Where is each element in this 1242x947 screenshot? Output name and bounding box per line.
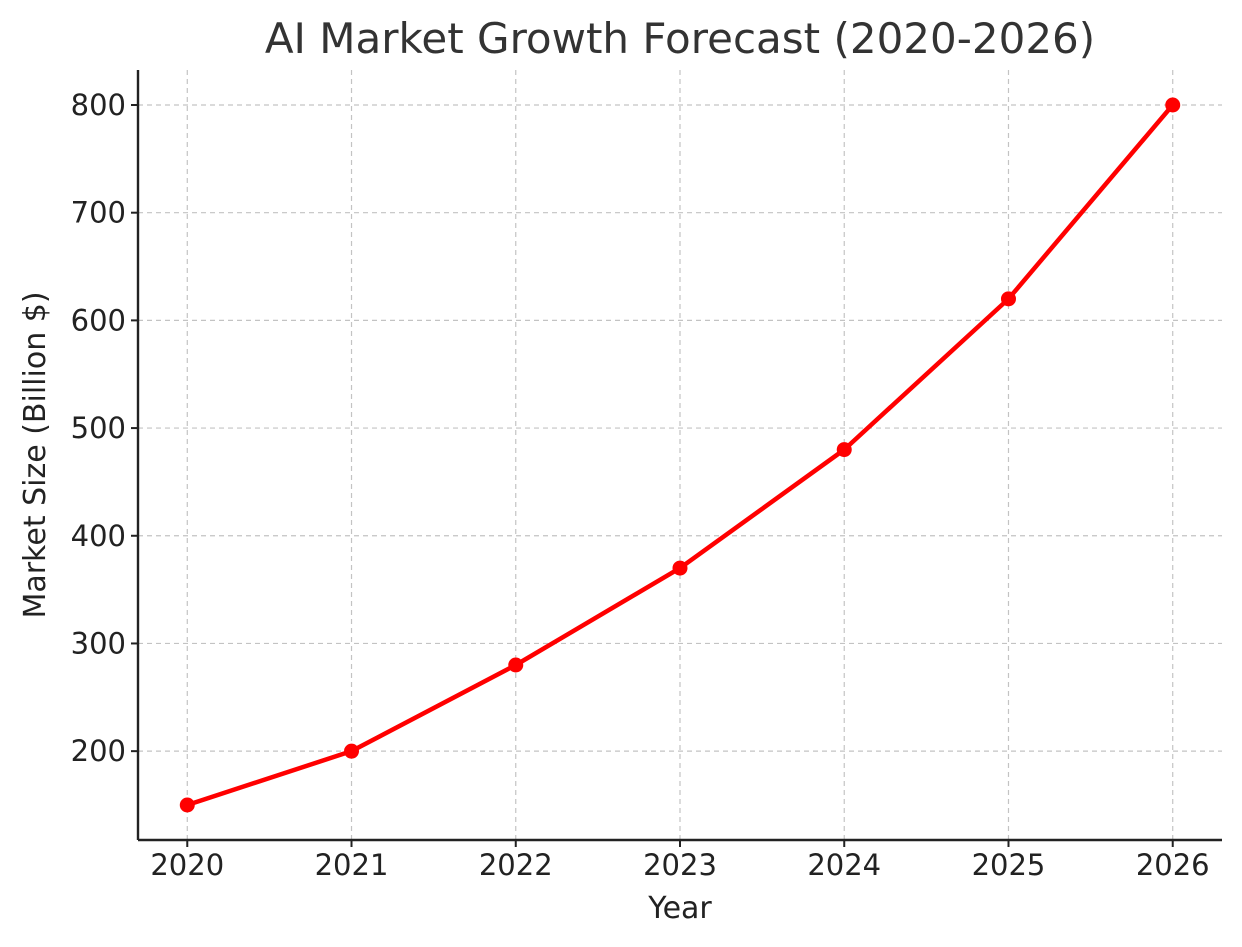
data-point bbox=[179, 797, 195, 813]
chart-title: AI Market Growth Forecast (2020-2026) bbox=[265, 14, 1095, 63]
y-tick-label: 200 bbox=[71, 734, 126, 768]
x-tick-label: 2020 bbox=[150, 848, 224, 882]
x-tick-label: 2024 bbox=[807, 848, 881, 882]
x-tick-label: 2021 bbox=[315, 848, 389, 882]
x-tick-label: 2023 bbox=[643, 848, 717, 882]
y-tick-label: 500 bbox=[71, 411, 126, 445]
y-tick-label: 800 bbox=[71, 88, 126, 122]
data-point bbox=[508, 657, 524, 673]
data-point bbox=[344, 743, 360, 759]
y-axis-ticks: 200 300 400 500 600 700 800 bbox=[71, 88, 138, 768]
axes bbox=[136, 70, 1222, 842]
data-point bbox=[1000, 291, 1016, 307]
data-point bbox=[836, 442, 852, 458]
x-axis-ticks: 2020 2021 2022 2023 2024 2025 2026 bbox=[150, 840, 1210, 882]
x-tick-label: 2022 bbox=[479, 848, 553, 882]
grid bbox=[138, 70, 1222, 840]
y-tick-label: 300 bbox=[71, 626, 126, 660]
x-tick-label: 2025 bbox=[972, 848, 1046, 882]
y-tick-label: 700 bbox=[71, 196, 126, 230]
y-tick-label: 400 bbox=[71, 519, 126, 553]
data-point bbox=[672, 560, 688, 576]
y-tick-label: 600 bbox=[71, 303, 126, 337]
data-point bbox=[1165, 97, 1181, 113]
x-axis-title: Year bbox=[647, 891, 712, 926]
y-axis-title: Market Size (Billion $) bbox=[18, 291, 53, 618]
x-tick-label: 2026 bbox=[1136, 848, 1210, 882]
series bbox=[179, 97, 1181, 813]
